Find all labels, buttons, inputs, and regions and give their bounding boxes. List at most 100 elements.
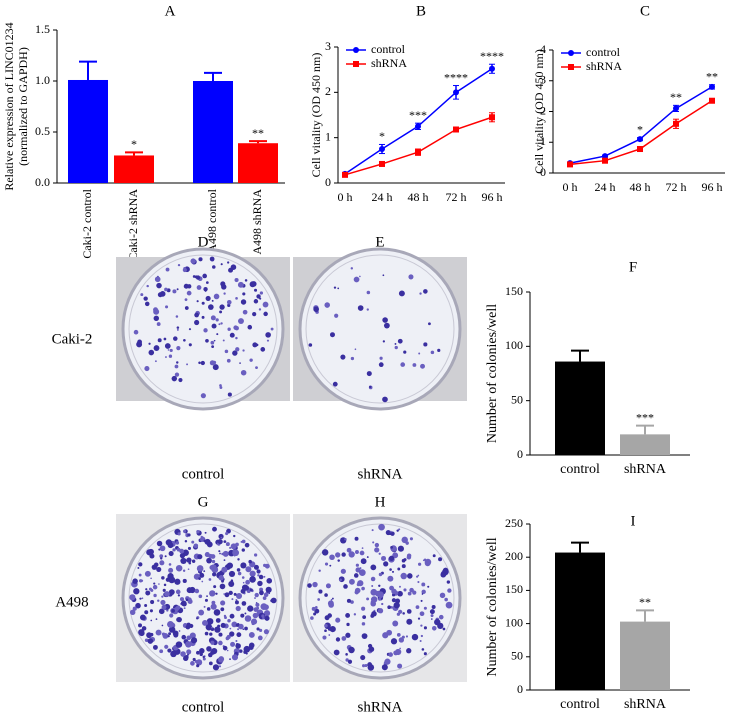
y-axis-label: Number of colonies/well [485,537,500,676]
bar [555,361,605,455]
significance: *** [636,410,654,424]
colony [247,324,253,330]
panel-title: B [416,3,426,19]
colony [229,631,235,637]
colony [382,632,389,639]
colony [218,533,224,540]
colony [244,279,248,282]
colony [181,634,187,640]
colony [175,589,181,595]
legend-marker [353,61,359,67]
colony [187,568,190,570]
bar [193,81,233,183]
colony [378,552,381,555]
colony [175,541,180,545]
colony [201,315,205,319]
colony [415,605,420,609]
colony [182,578,187,584]
colony [447,588,452,593]
panel-title: C [640,3,650,19]
colony [419,611,425,617]
colony [184,298,188,302]
colony [195,275,201,280]
colony [218,323,221,326]
colony [203,328,208,333]
colony [324,624,328,628]
colony [160,599,166,605]
colony [186,557,192,563]
colony [253,299,259,304]
colony [240,613,245,618]
colony [204,598,208,602]
y-tick-label: 1.0 [35,73,50,87]
colony [212,364,219,371]
colony [237,628,240,631]
colony [390,531,395,536]
colony [377,608,384,614]
colony [264,615,270,621]
colony [214,626,221,633]
colony [172,289,177,294]
colony [232,350,238,356]
colony [242,349,245,352]
y-tick-label: 0 [517,682,523,696]
colony [231,654,239,661]
colony [235,336,238,340]
colony [235,643,241,649]
colony [161,595,164,598]
colony [329,564,332,567]
colony [245,566,252,573]
colony [210,564,217,571]
colony [186,649,192,655]
colony [361,586,365,591]
colony [204,631,209,636]
colony [357,305,364,311]
colony [253,564,259,570]
colony [422,559,425,562]
colony [333,649,340,656]
colony [167,621,174,628]
colony [331,597,334,600]
colony [233,534,236,538]
colony [191,559,196,563]
colony [229,546,232,549]
colony [335,617,341,623]
colony [239,649,243,653]
colony [382,317,388,323]
colony [244,615,252,622]
colony [327,613,332,618]
colony [195,659,203,666]
colony [204,531,207,534]
colony [341,636,347,641]
colony [257,580,263,587]
colony [405,635,409,638]
colony [166,609,169,612]
colony [160,557,163,560]
colony [229,332,235,338]
panel-letter: E [375,234,384,250]
colony [215,592,218,595]
colony [230,543,237,550]
colony [203,605,206,608]
colony [145,574,149,577]
legend-marker [568,50,574,56]
colony [138,573,142,577]
y-tick-label: 0 [517,447,523,461]
colony [171,608,175,613]
colony [237,281,244,288]
colony [362,664,366,668]
colony [330,598,333,601]
colony [144,638,149,643]
colony [153,345,160,351]
panel-title: A [165,3,176,19]
colony [156,322,161,326]
colony [174,364,179,369]
colony [391,598,396,603]
colony [226,649,229,652]
colony [210,603,217,610]
colony [317,598,321,601]
colony [224,592,230,598]
y-axis-label: (normalized to GAPDH) [16,47,30,166]
colony [185,641,192,648]
panel-letter: H [375,494,386,510]
